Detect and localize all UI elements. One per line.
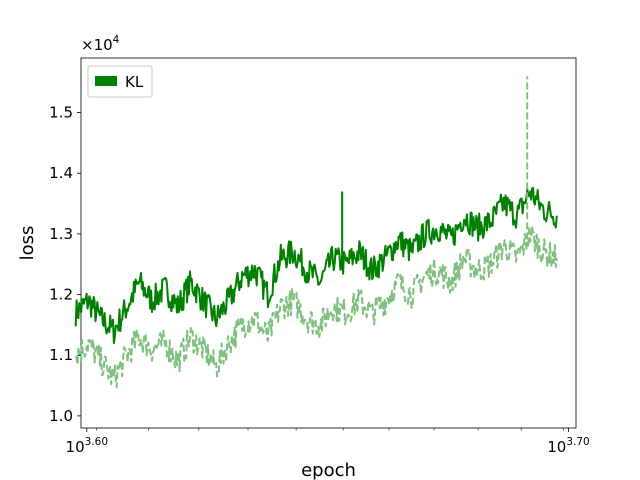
series-line-solid	[74, 186, 558, 344]
series-layer	[74, 76, 558, 389]
legend-box	[87, 65, 153, 98]
legend: KL	[87, 65, 153, 98]
legend-swatch-kl	[95, 76, 117, 86]
y-axis-multiplier: ×104	[81, 34, 120, 54]
y-axis-ticks: 1.0 1.1 1.2 1.3 1.4 1.5	[49, 104, 81, 425]
y-tick-label: 1.0	[49, 407, 73, 425]
y-tick-label: 1.4	[49, 164, 73, 182]
x-tick-label: 103.60	[66, 436, 108, 456]
y-tick-label: 1.5	[49, 104, 73, 122]
x-tick-label: 103.70	[547, 436, 589, 456]
y-tick-label: 1.2	[49, 286, 73, 304]
y-axis-label: loss	[17, 226, 38, 261]
y-tick-label: 1.3	[49, 225, 73, 243]
x-axis-ticks: 103.60 103.70	[66, 428, 590, 456]
x-axis-label: epoch	[301, 460, 356, 480]
series-line-dashed	[74, 225, 558, 389]
legend-label-kl: KL	[125, 73, 144, 91]
y-tick-label: 1.1	[49, 346, 73, 364]
plot-area	[80, 57, 577, 429]
